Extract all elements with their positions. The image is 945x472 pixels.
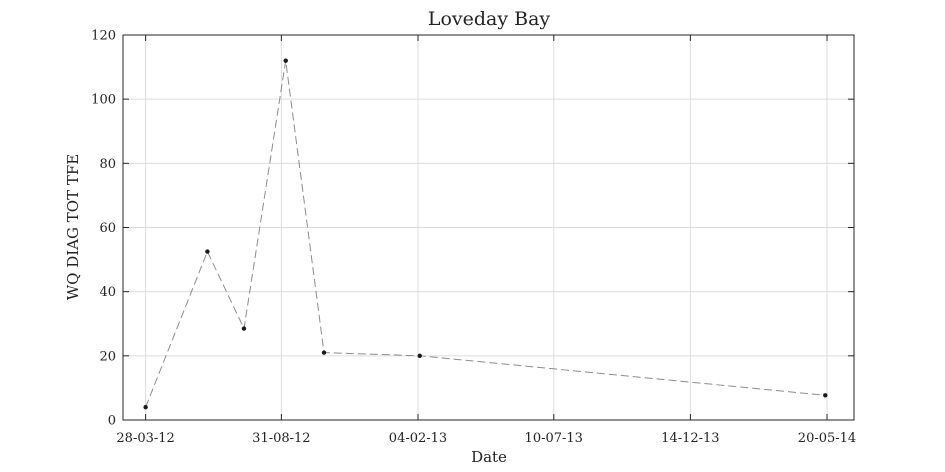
x-tick-label: 28-03-12 (116, 431, 174, 446)
series (143, 58, 828, 410)
y-tick-label: 20 (99, 349, 116, 364)
data-point (143, 404, 148, 410)
data-point (417, 353, 422, 359)
plot-area (122, 34, 855, 421)
data-point (823, 393, 828, 398)
x-tick-label: 31-08-12 (252, 431, 310, 446)
data-point (205, 249, 210, 254)
x-tick-label: 04-02-13 (389, 431, 447, 446)
y-tick-label: 60 (99, 221, 116, 236)
x-tick-label: 20-05-14 (798, 431, 856, 446)
y-tick-label: 80 (99, 157, 116, 172)
y-axis-label: WQ DIAG TOT TFE (64, 154, 82, 300)
x-axis-label: Date (471, 448, 507, 466)
x-tick-label: 10-07-13 (525, 431, 583, 446)
tick-labels: 28-03-12 31-08-12 04-02-13 10-07-13 14-12-13… (91, 29, 856, 447)
x-tick-label: 14-12-13 (661, 431, 719, 446)
y-tick-label: 100 (91, 93, 116, 108)
y-tick-label: 120 (91, 29, 116, 44)
data-point (241, 326, 247, 331)
y-tick-label: 0 (108, 414, 116, 429)
data-point (321, 350, 327, 355)
series-line (145, 60, 826, 408)
grid (123, 34, 854, 421)
y-tick-label: 40 (99, 285, 116, 300)
chart-title: Loveday Bay (428, 8, 551, 30)
data-point (283, 58, 288, 63)
